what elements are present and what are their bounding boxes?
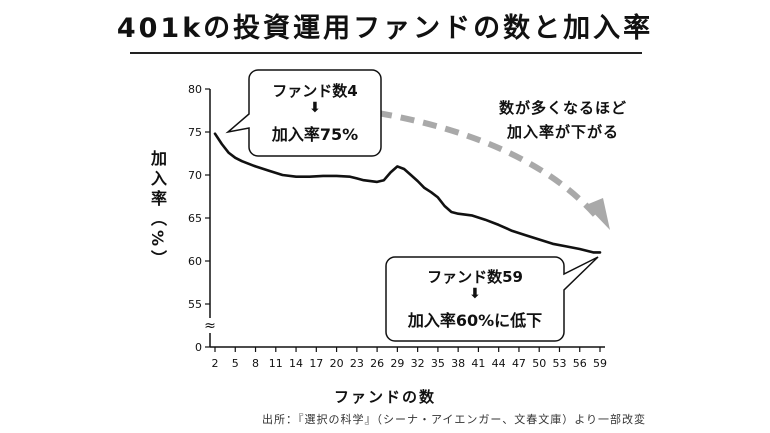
x-tick-label: 14 (289, 357, 303, 370)
x-tick-label: 2 (212, 357, 219, 370)
y-tick-label: 55 (188, 298, 202, 311)
axis-break-mark: ≈ (204, 318, 216, 334)
x-tick-label: 47 (512, 357, 526, 370)
x-tick-label: 29 (390, 357, 404, 370)
y-tick-label: 0 (195, 341, 202, 354)
x-tick-label: 44 (492, 357, 506, 370)
source-note: 出所：『選択の科学』（シーナ・アイエンガー、文春文庫）より一部改変 (261, 413, 646, 426)
callout-end: ファンド数59 ⬇ 加入率60%に低下 (390, 266, 560, 331)
x-tick-label: 11 (269, 357, 283, 370)
callout-end-line2: 加入率60%に低下 (407, 311, 543, 330)
y-tick-label: 70 (188, 169, 202, 182)
title-underline (130, 52, 642, 54)
callout-end-line1: ファンド数59 (427, 268, 523, 286)
trend-note: 数が多くなるほど 加入率が下がる (488, 96, 638, 144)
x-tick-label: 17 (309, 357, 323, 370)
x-tick-label: 56 (573, 357, 587, 370)
y-axis-label: 加入率（%） (148, 150, 167, 271)
x-tick-label: 26 (370, 357, 384, 370)
x-tick-label: 32 (411, 357, 425, 370)
trend-arrow-head (586, 198, 610, 230)
callout-start-line1: ファンド数4 (272, 82, 358, 100)
down-arrow-icon: ⬇ (469, 286, 481, 302)
y-tick-label: 75 (188, 126, 202, 139)
callout-start-line2: 加入率75% (271, 125, 359, 144)
trend-note-line2: 加入率が下がる (506, 123, 619, 141)
x-tick-label: 41 (471, 357, 485, 370)
y-tick-label: 60 (188, 255, 202, 268)
x-tick-label: 5 (232, 357, 239, 370)
x-tick-label: 20 (330, 357, 344, 370)
callout-start-bubble (225, 69, 382, 157)
x-tick-label: 50 (532, 357, 546, 370)
x-tick-label: 35 (431, 357, 445, 370)
x-tick-label: 23 (350, 357, 364, 370)
y-tick-label: 65 (188, 212, 202, 225)
down-arrow-icon: ⬇ (309, 100, 321, 116)
x-tick-label: 53 (552, 357, 566, 370)
trend-note-line1: 数が多くなるほど (498, 99, 627, 117)
page-title: 401kの投資運用ファンドの数と加入率 (116, 13, 654, 44)
x-tick-label: 38 (451, 357, 465, 370)
x-tick-label: 59 (593, 357, 607, 370)
x-axis-label: ファンドの数 (333, 388, 436, 406)
callout-start: ファンド数4 ⬇ 加入率75% (253, 80, 377, 145)
y-tick-label: 80 (188, 83, 202, 96)
callout-end-bubble (385, 256, 599, 342)
series-line (213, 132, 602, 254)
x-tick-label: 8 (252, 357, 259, 370)
